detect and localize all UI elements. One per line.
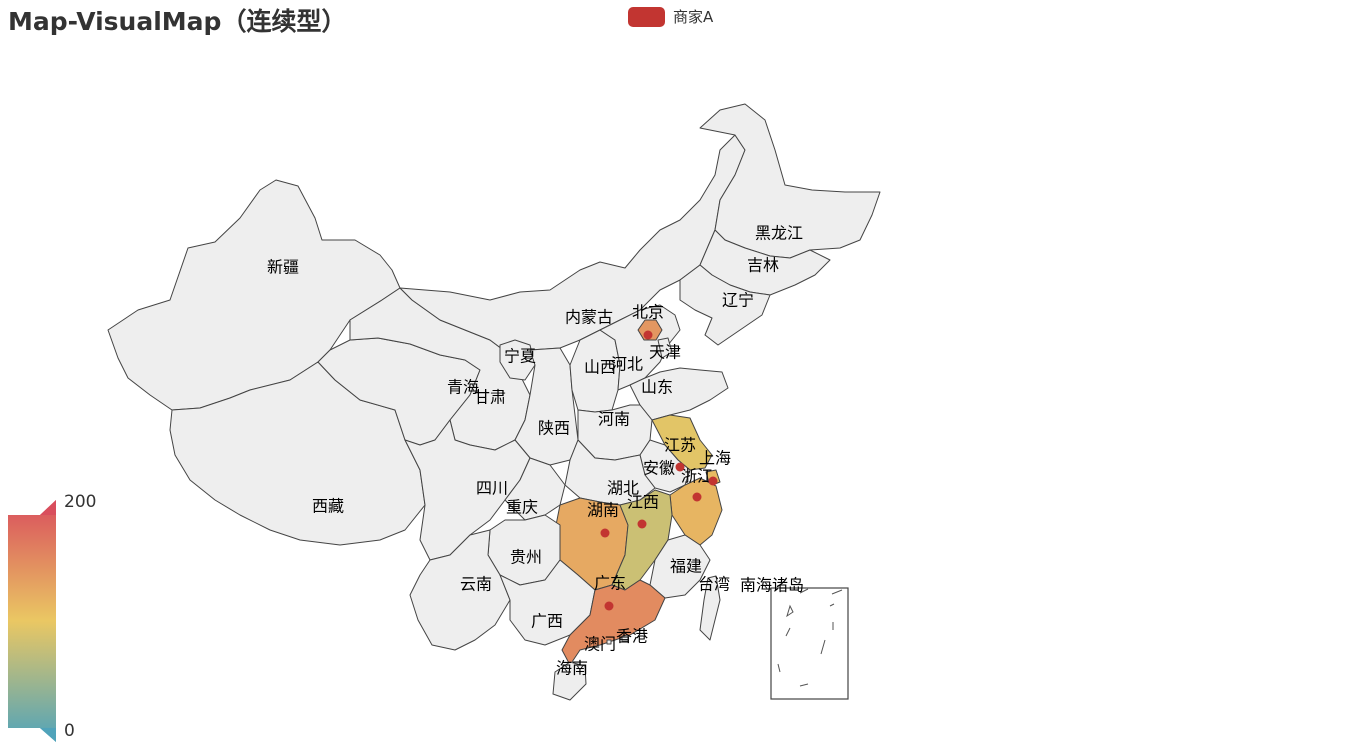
visual-map-handle-bottom[interactable] bbox=[40, 728, 56, 742]
region-ningxia[interactable] bbox=[499, 339, 536, 381]
region-label-19: 湖南 bbox=[587, 501, 619, 520]
region-label-20: 江西 bbox=[627, 493, 659, 512]
region-label-10: 山西 bbox=[584, 358, 616, 377]
legend[interactable]: 商家A bbox=[628, 6, 713, 28]
region-label-1: 西藏 bbox=[312, 497, 344, 516]
region-label-13: 天津 bbox=[649, 343, 681, 362]
region-label-31: 台湾 bbox=[698, 575, 730, 594]
region-label-9: 陕西 bbox=[538, 419, 570, 438]
south-china-sea-inset bbox=[770, 587, 849, 700]
region-label-23: 上海 bbox=[699, 449, 731, 468]
visual-map-handle-top[interactable] bbox=[40, 500, 56, 515]
visual-map bbox=[8, 500, 56, 742]
region-label-14: 山东 bbox=[641, 378, 673, 397]
data-point-23[interactable] bbox=[708, 476, 718, 486]
region-label-12: 北京 bbox=[632, 303, 664, 322]
region-label-11: 河北 bbox=[611, 355, 643, 374]
visual-map-gradient-bar bbox=[8, 500, 56, 742]
visual-map-max-label: 200 bbox=[64, 492, 97, 512]
region-label-21: 安徽 bbox=[643, 459, 675, 478]
region-guangdong[interactable] bbox=[561, 579, 666, 666]
region-label-18: 湖北 bbox=[607, 479, 639, 498]
visual-map-min-label: 0 bbox=[64, 721, 75, 741]
region-label-6: 吉林 bbox=[747, 256, 779, 275]
region-label-3: 甘肃 bbox=[474, 388, 506, 407]
region-heilongjiang[interactable] bbox=[699, 103, 881, 259]
region-liaoning[interactable] bbox=[679, 264, 771, 346]
data-point-26[interactable] bbox=[604, 601, 614, 611]
region-label-24: 浙江 bbox=[681, 467, 713, 486]
region-macau[interactable] bbox=[606, 639, 612, 645]
region-label-27: 广西 bbox=[531, 612, 563, 631]
data-point-12[interactable] bbox=[643, 330, 653, 340]
region-label-7: 辽宁 bbox=[722, 291, 754, 310]
legend-swatch[interactable] bbox=[628, 7, 665, 27]
region-tianjin[interactable] bbox=[657, 337, 673, 359]
data-point-20[interactable] bbox=[637, 519, 647, 529]
region-label-8: 宁夏 bbox=[504, 347, 536, 366]
region-label-17: 重庆 bbox=[506, 498, 538, 517]
data-point-layer bbox=[600, 330, 718, 611]
region-label-5: 黑龙江 bbox=[755, 224, 803, 243]
region-label-4: 内蒙古 bbox=[565, 308, 613, 327]
data-point-24[interactable] bbox=[692, 492, 702, 502]
region-label-26: 广东 bbox=[594, 574, 626, 593]
region-taiwan[interactable] bbox=[699, 575, 721, 641]
region-hainan[interactable] bbox=[552, 661, 587, 701]
data-point-22[interactable] bbox=[675, 462, 685, 472]
region-label-0: 新疆 bbox=[267, 258, 299, 277]
region-label-15: 河南 bbox=[598, 410, 630, 429]
chart-title: Map-VisualMap（连续型） bbox=[8, 7, 347, 36]
region-label-32: 香港 bbox=[616, 627, 648, 646]
region-label-16: 四川 bbox=[476, 479, 508, 498]
region-label-22: 江苏 bbox=[664, 436, 696, 455]
region-label-25: 福建 bbox=[670, 557, 702, 576]
data-point-19[interactable] bbox=[600, 528, 610, 538]
region-label-33: 澳门 bbox=[584, 635, 616, 654]
region-label-30: 海南 bbox=[556, 659, 588, 678]
province-layer bbox=[107, 103, 881, 701]
region-hongkong[interactable] bbox=[621, 634, 629, 642]
region-label-29: 云南 bbox=[460, 575, 492, 594]
label-nanhai-zhudao: 南海诸岛 bbox=[740, 576, 804, 595]
region-label-28: 贵州 bbox=[510, 548, 542, 567]
region-yunnan[interactable] bbox=[409, 529, 511, 651]
legend-label[interactable]: 商家A bbox=[673, 8, 714, 26]
region-label-2: 青海 bbox=[447, 378, 479, 397]
